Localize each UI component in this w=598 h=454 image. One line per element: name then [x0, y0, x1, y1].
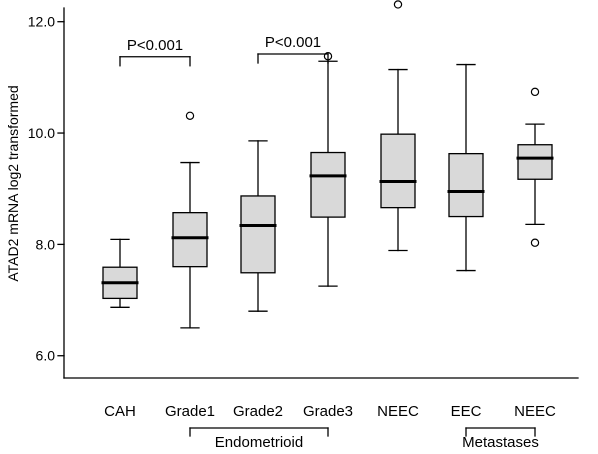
- significance-bracket: P<0.001: [257, 34, 329, 64]
- group-label: Endometrioid: [215, 434, 303, 451]
- y-axis-title: ATAD2 mRNA log2 transformed: [5, 85, 21, 281]
- significance-bracket: P<0.001: [119, 37, 191, 67]
- box-eec: [447, 63, 485, 272]
- outlier-point: [393, 0, 403, 9]
- significance-annotations: P<0.001 P<0.001: [119, 34, 329, 67]
- iqr-box: [448, 152, 484, 218]
- p-value-label: P<0.001: [265, 34, 321, 51]
- outlier-point: [185, 111, 195, 120]
- category-label: Grade2: [233, 403, 283, 420]
- category-label: Grade1: [165, 403, 215, 420]
- box-grade3: [309, 52, 347, 287]
- box-neec: [379, 0, 417, 252]
- iqr-box: [310, 151, 346, 218]
- y-tick-label: 8.0: [36, 236, 56, 252]
- y-tick-label: 10.0: [28, 125, 55, 141]
- category-labels: CAH Grade1 Grade2 Grade3 NEEC EEC NEEC: [104, 403, 556, 420]
- y-tick-label: 12.0: [28, 14, 55, 30]
- boxes: [101, 0, 554, 329]
- category-label: NEEC: [377, 403, 419, 420]
- outlier-point: [530, 87, 540, 97]
- category-label: CAH: [104, 403, 136, 420]
- iqr-box: [240, 195, 276, 274]
- group-brackets: Endometrioid Metastases: [189, 427, 539, 451]
- iqr-box: [517, 144, 553, 180]
- iqr-box: [380, 133, 416, 209]
- box-grade2: [239, 140, 277, 312]
- box-neec: [516, 87, 554, 247]
- axes: 6.0 8.0 10.0 12.0: [28, 7, 579, 379]
- outlier-point: [530, 238, 540, 247]
- iqr-box: [172, 212, 208, 268]
- p-value-label: P<0.001: [127, 37, 183, 54]
- category-label: Grade3: [303, 403, 353, 420]
- category-label: NEEC: [514, 403, 556, 420]
- y-tick-label: 6.0: [36, 348, 56, 364]
- category-label: EEC: [451, 403, 482, 420]
- box-grade1: [171, 111, 209, 329]
- group-bracket: Metastases: [462, 427, 539, 451]
- group-label: Metastases: [462, 434, 539, 451]
- box-cah: [101, 238, 139, 308]
- group-bracket: Endometrioid: [189, 427, 329, 451]
